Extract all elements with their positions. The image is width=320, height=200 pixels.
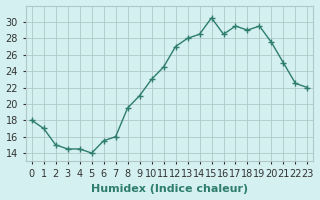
X-axis label: Humidex (Indice chaleur): Humidex (Indice chaleur) [91, 184, 248, 194]
